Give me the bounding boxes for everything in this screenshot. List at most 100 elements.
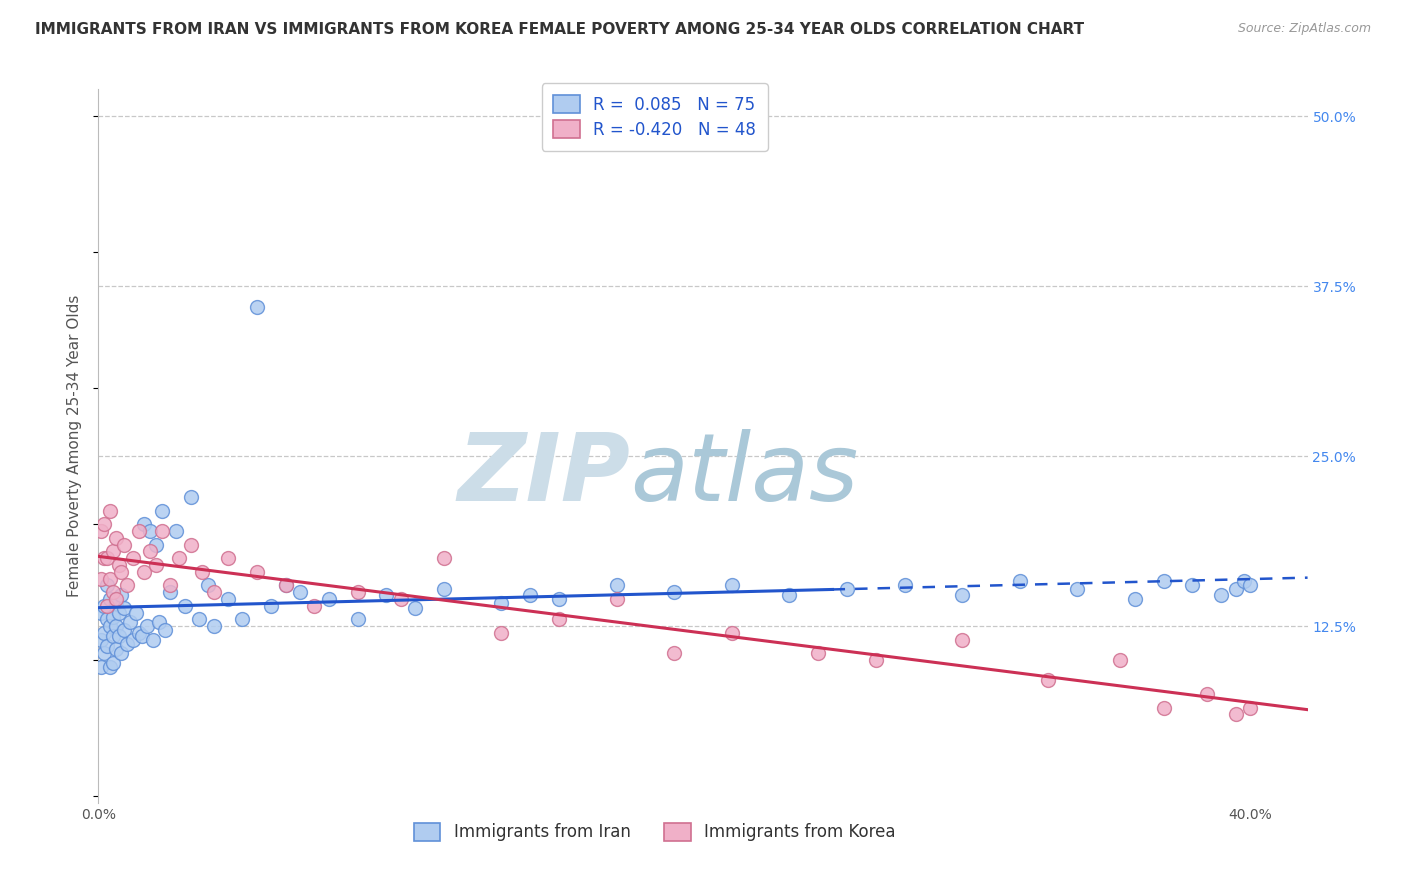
Point: [136, 619, 159, 633]
Point: [1239, 578, 1261, 592]
Point: [173, 599, 195, 613]
Point: [139, 544, 162, 558]
Point: [96, 551, 118, 566]
Point: [318, 591, 340, 606]
Point: [90, 524, 112, 538]
Point: [145, 537, 167, 551]
Text: atlas: atlas: [630, 429, 859, 520]
Point: [134, 517, 156, 532]
Point: [131, 629, 153, 643]
Point: [128, 626, 150, 640]
Point: [433, 582, 456, 597]
Point: [128, 524, 150, 538]
Point: [246, 300, 269, 314]
Point: [93, 517, 115, 532]
Point: [519, 588, 541, 602]
Point: [1239, 700, 1261, 714]
Y-axis label: Female Poverty Among 25-34 Year Olds: Female Poverty Among 25-34 Year Olds: [67, 295, 83, 597]
Point: [98, 591, 121, 606]
Point: [90, 572, 112, 586]
Point: [180, 537, 202, 551]
Text: ZIP: ZIP: [457, 428, 630, 521]
Point: [104, 531, 127, 545]
Point: [165, 524, 187, 538]
Point: [159, 585, 181, 599]
Point: [375, 588, 398, 602]
Point: [202, 585, 225, 599]
Point: [115, 578, 138, 592]
Point: [304, 599, 326, 613]
Point: [101, 656, 124, 670]
Point: [548, 612, 571, 626]
Point: [288, 585, 311, 599]
Point: [115, 637, 138, 651]
Point: [101, 544, 124, 558]
Point: [1066, 582, 1088, 597]
Point: [98, 619, 121, 633]
Point: [101, 585, 124, 599]
Point: [720, 626, 742, 640]
Point: [1153, 700, 1175, 714]
Point: [107, 558, 129, 572]
Point: [217, 591, 239, 606]
Point: [1181, 578, 1204, 592]
Point: [346, 612, 368, 626]
Point: [112, 537, 135, 551]
Point: [778, 588, 800, 602]
Point: [950, 588, 973, 602]
Point: [110, 588, 132, 602]
Point: [404, 601, 426, 615]
Point: [274, 578, 297, 592]
Point: [893, 578, 915, 592]
Legend: Immigrants from Iran, Immigrants from Korea: Immigrants from Iran, Immigrants from Ko…: [408, 816, 903, 848]
Point: [1225, 582, 1247, 597]
Point: [1195, 687, 1218, 701]
Point: [134, 565, 156, 579]
Point: [96, 578, 118, 592]
Point: [1153, 574, 1175, 589]
Point: [1233, 574, 1256, 589]
Point: [346, 585, 368, 599]
Point: [153, 623, 176, 637]
Point: [548, 591, 571, 606]
Point: [1038, 673, 1060, 688]
Point: [1123, 591, 1146, 606]
Point: [90, 660, 112, 674]
Point: [720, 578, 742, 592]
Text: Source: ZipAtlas.com: Source: ZipAtlas.com: [1237, 22, 1371, 36]
Point: [139, 524, 162, 538]
Point: [950, 632, 973, 647]
Point: [664, 585, 686, 599]
Point: [606, 578, 628, 592]
Point: [664, 646, 686, 660]
Point: [217, 551, 239, 566]
Point: [112, 623, 135, 637]
Point: [93, 646, 115, 660]
Point: [491, 596, 513, 610]
Point: [159, 578, 181, 592]
Point: [231, 612, 253, 626]
Point: [96, 599, 118, 613]
Point: [865, 653, 887, 667]
Point: [835, 582, 858, 597]
Point: [98, 660, 121, 674]
Point: [107, 629, 129, 643]
Point: [110, 646, 132, 660]
Point: [606, 591, 628, 606]
Point: [104, 642, 127, 657]
Point: [180, 490, 202, 504]
Point: [150, 524, 173, 538]
Point: [202, 619, 225, 633]
Point: [93, 626, 115, 640]
Point: [125, 606, 148, 620]
Point: [807, 646, 830, 660]
Point: [246, 565, 269, 579]
Point: [274, 578, 297, 592]
Point: [150, 503, 173, 517]
Point: [104, 591, 127, 606]
Point: [96, 612, 118, 626]
Point: [197, 578, 219, 592]
Text: IMMIGRANTS FROM IRAN VS IMMIGRANTS FROM KOREA FEMALE POVERTY AMONG 25-34 YEAR OL: IMMIGRANTS FROM IRAN VS IMMIGRANTS FROM …: [35, 22, 1084, 37]
Point: [433, 551, 456, 566]
Point: [1109, 653, 1132, 667]
